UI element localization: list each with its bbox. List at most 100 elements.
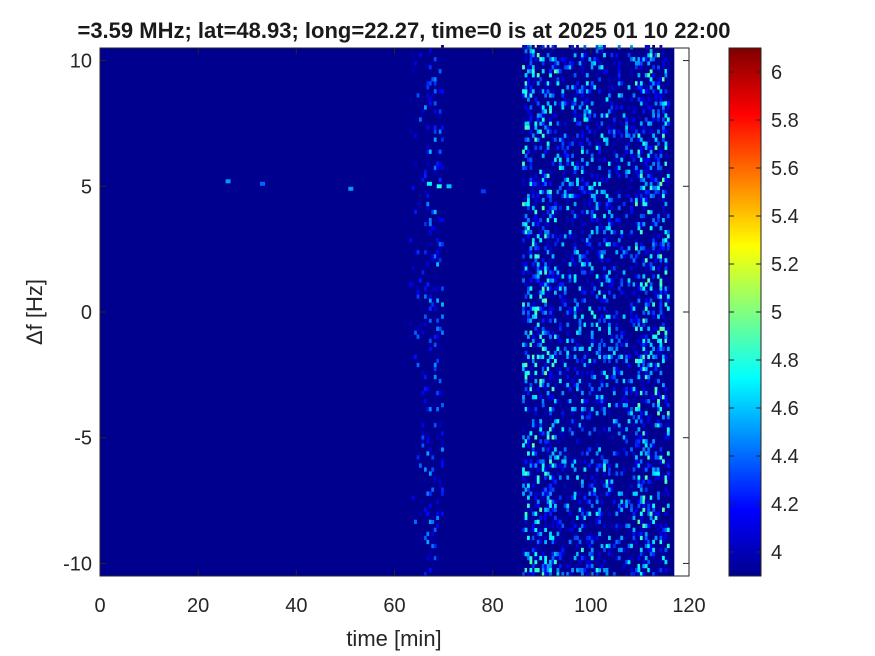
heatmap-cell (662, 205, 665, 211)
heatmap-cell (642, 559, 646, 565)
heatmap-cell (549, 193, 552, 199)
heatmap-cell (441, 447, 444, 452)
heatmap-cell (441, 439, 444, 444)
heatmap-cell (527, 483, 530, 488)
heatmap-cell (627, 555, 631, 561)
heatmap-cell (561, 274, 565, 279)
heatmap-cell (654, 362, 658, 368)
heatmap-cell (541, 382, 545, 388)
heatmap-cell (529, 157, 533, 162)
heatmap-cell (593, 129, 597, 134)
heatmap-cell (659, 149, 663, 154)
heatmap-cell (551, 314, 555, 319)
heatmap-cell (576, 382, 579, 388)
heatmap-cell (590, 193, 594, 199)
heatmap-cell (588, 270, 592, 275)
heatmap-cell (531, 362, 535, 368)
heatmap-cell (549, 334, 552, 339)
heatmap-cell (608, 218, 611, 223)
heatmap-cell (622, 250, 626, 255)
heatmap-cell (588, 89, 592, 94)
heatmap-cell (568, 527, 572, 532)
heatmap-cell (549, 455, 552, 460)
heatmap-cell (649, 121, 653, 126)
heatmap-cell (409, 238, 412, 243)
heatmap-cell (433, 479, 437, 484)
heatmap-cell (625, 523, 628, 528)
heatmap-cell (428, 503, 432, 508)
heatmap-cell (571, 141, 574, 146)
heatmap-cell (581, 57, 584, 62)
heatmap-cell (615, 511, 619, 516)
heatmap-cell (571, 153, 574, 158)
heatmap-cell (522, 181, 525, 187)
heatmap-cell (617, 507, 621, 512)
heatmap-cell (625, 491, 628, 496)
heatmap-cell (585, 499, 589, 504)
heatmap-cell (585, 539, 589, 545)
heatmap-cell (642, 246, 646, 251)
heatmap-cell (551, 507, 555, 512)
heatmap-cell (424, 262, 427, 267)
heatmap-cell (551, 403, 555, 408)
heatmap-cell (426, 81, 430, 86)
heatmap-cell (551, 499, 555, 504)
heatmap-cell (657, 65, 660, 70)
heatmap-cell (578, 258, 582, 263)
heatmap-cell (522, 125, 525, 130)
heatmap-cell (546, 238, 550, 243)
heatmap-cell (630, 447, 633, 452)
heatmap-cell (546, 89, 550, 94)
heatmap-cell (659, 568, 663, 573)
heatmap-cell (649, 282, 653, 287)
heatmap-cell (563, 65, 567, 70)
heatmap-cell (588, 129, 592, 134)
heatmap-cell (561, 258, 565, 263)
heatmap-cell (617, 65, 621, 70)
heatmap-cell (581, 65, 584, 70)
heatmap-cell (620, 282, 624, 287)
heatmap-cell (600, 262, 604, 267)
heatmap-cell (598, 399, 601, 404)
heatmap-cell (620, 234, 624, 239)
heatmap-cell (576, 330, 579, 335)
heatmap-cell (600, 382, 604, 388)
heatmap-cell (635, 314, 638, 319)
heatmap-cell (630, 125, 633, 130)
heatmap-cell (649, 85, 653, 90)
heatmap-cell (666, 81, 670, 86)
heatmap-cell (581, 149, 584, 154)
heatmap-cell (539, 121, 543, 126)
heatmap-cell (549, 246, 552, 251)
heatmap-cell (632, 423, 636, 428)
heatmap-cell (536, 475, 540, 480)
heatmap-cell (652, 519, 655, 524)
heatmap-cell (556, 274, 560, 279)
heatmap-cell (544, 230, 547, 235)
heatmap-cell (541, 286, 545, 291)
heatmap-cell (549, 499, 552, 504)
heatmap-cell (581, 69, 584, 74)
heatmap-cell (566, 153, 570, 158)
heatmap-cell (428, 471, 432, 476)
heatmap-cell (657, 390, 660, 396)
heatmap-cell (622, 443, 626, 448)
heatmap-cell (612, 77, 616, 82)
heatmap-cell (573, 213, 577, 219)
heatmap-cell (608, 427, 611, 432)
heatmap-cell (605, 242, 609, 247)
heatmap-cell (527, 109, 530, 114)
heatmap-cell (657, 213, 660, 219)
heatmap-cell (546, 250, 550, 255)
heatmap-cell (610, 334, 614, 339)
heatmap-cell (600, 499, 604, 504)
heatmap-cell (647, 338, 651, 343)
heatmap-cell (605, 177, 609, 182)
heatmap-cell (590, 173, 594, 178)
heatmap-cell (522, 129, 525, 134)
heatmap-cell (652, 161, 655, 166)
heatmap-cell (554, 499, 557, 504)
heatmap-cell (625, 407, 628, 412)
heatmap-cell (524, 121, 528, 126)
heatmap-cell (581, 568, 584, 573)
